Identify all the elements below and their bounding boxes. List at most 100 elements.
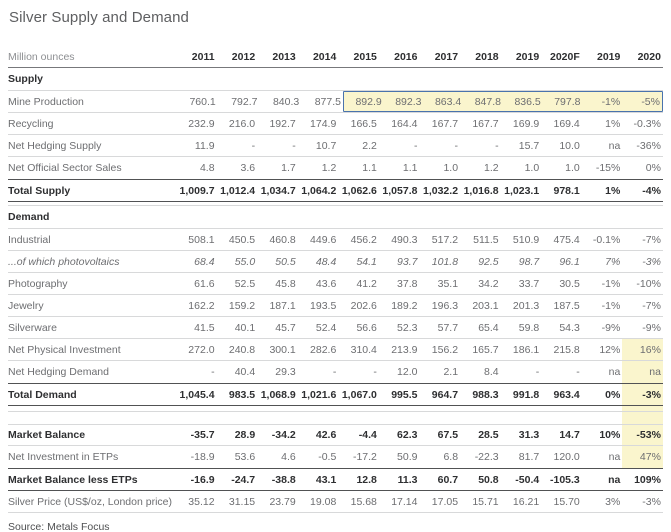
cell: 1.0 (443, 162, 459, 174)
cell: 167.7 (472, 117, 499, 130)
cell: 11.3 (397, 473, 418, 486)
section-row: Supply (8, 68, 663, 91)
cell: 101.8 (431, 255, 459, 268)
row-label: Net Official Sector Sales (8, 162, 122, 174)
cell: 50.9 (397, 451, 418, 463)
table-row: Industrial 508.1 450.5 460.8 449.6 456.2 490.3… (8, 229, 663, 251)
cell: 877.5 (314, 95, 341, 108)
cell: -1% (601, 299, 621, 312)
cell: 963.4 (553, 388, 580, 401)
table-row: Photography 61.6 52.5 45.8 43.6 41.2 37.8 35.1 3… (8, 273, 663, 295)
cell: - (332, 366, 337, 378)
column-header: 2018 (475, 50, 499, 63)
cell: -53% (622, 425, 663, 445)
cell: -1% (601, 95, 621, 108)
spacer-row (8, 406, 663, 412)
cell: 1% (605, 117, 621, 130)
row-label: Market Balance (8, 429, 86, 441)
cell: -16.9 (190, 473, 215, 486)
cell: -0.1% (592, 233, 621, 246)
cell: 1.2 (321, 162, 337, 174)
cell: 863.4 (434, 95, 462, 108)
section-row: Demand (8, 206, 663, 229)
source-note: Source: Metals Focus (8, 521, 110, 532)
row-label (8, 406, 176, 411)
cell (460, 412, 501, 424)
cell: 50.5 (275, 255, 296, 268)
cell: 892.9 (355, 95, 382, 108)
cell: 17.14 (391, 495, 418, 508)
cell: 892.3 (395, 95, 422, 108)
column-header: 2019 (597, 50, 621, 63)
cell: 65.4 (478, 321, 499, 334)
cell (338, 202, 379, 205)
cell: -50.4 (515, 473, 540, 486)
cell: -9% (642, 321, 661, 334)
cell: 1,012.4 (220, 184, 256, 197)
cell: 169.9 (512, 117, 540, 130)
cell: 40.4 (234, 366, 256, 378)
column-header: 2012 (231, 50, 256, 63)
cell: -24.7 (231, 473, 256, 486)
cell: 52.4 (315, 321, 337, 334)
table-row: Net Official Sector Sales 4.8 3.6 1.7 1.2 1.1… (8, 157, 663, 179)
supply-demand-table: Million ounces 2011 2012 2013 2014 2015 2016 20… (8, 46, 663, 513)
cell: 28.5 (478, 429, 499, 441)
cell (379, 412, 420, 424)
cell: 53.6 (234, 451, 256, 463)
column-header: 2016 (394, 50, 418, 63)
cell (379, 406, 420, 411)
row-label: Recycling (8, 117, 54, 130)
cell: 41.5 (194, 321, 215, 334)
cell: -36% (636, 139, 661, 152)
cell: -4.4 (358, 429, 377, 441)
cell: -7% (642, 233, 661, 246)
cell: -22.3 (474, 451, 499, 463)
cell (541, 202, 582, 205)
table-row: Total Supply 1,009.7 1,012.4 1,034.7 1,064.2… (8, 179, 663, 202)
cell: 43.1 (315, 473, 337, 486)
cell: 2.2 (362, 139, 377, 152)
cell: 61.6 (194, 277, 215, 290)
row-label: Silverware (8, 321, 58, 334)
row-label (8, 202, 176, 205)
cell (541, 412, 582, 424)
cell (501, 412, 542, 424)
cell: na (608, 451, 621, 463)
cell: 1,032.2 (423, 184, 459, 197)
cell (176, 202, 217, 205)
cell: 14.7 (559, 429, 580, 441)
row-label: Net Hedging Demand (8, 366, 109, 378)
cell: 1,009.7 (179, 184, 215, 197)
cell: 193.5 (310, 299, 337, 312)
cell (379, 202, 420, 205)
column-header: 2017 (434, 50, 459, 63)
column-header: 2019 (515, 50, 540, 63)
cell: 34.2 (478, 277, 499, 290)
cell: 6.8 (443, 451, 459, 463)
cell: - (454, 139, 459, 152)
cell: -5% (641, 95, 660, 108)
cell: 68.4 (194, 255, 215, 268)
cell: -3% (642, 495, 661, 508)
cell: 47% (622, 446, 663, 468)
cell: 1.1 (362, 162, 377, 174)
cell (501, 406, 542, 411)
cell: 37.8 (397, 277, 418, 290)
column-header: 2020 (637, 50, 661, 63)
unit-label: Million ounces (8, 50, 75, 63)
cell: 840.3 (272, 95, 300, 108)
cell: - (373, 366, 377, 378)
cell: 16.21 (512, 495, 540, 508)
column-header: 2020F (550, 50, 580, 63)
table-header-row: Million ounces 2011 2012 2013 2014 2015 2016 20… (8, 46, 663, 68)
cell: -0.3% (633, 117, 661, 130)
cell: 797.8 (554, 95, 581, 108)
cell (419, 202, 460, 205)
table-row: Net Investment in ETPs -18.9 53.6 4.6 -0.5 -1… (8, 446, 663, 468)
cell: 31.3 (518, 429, 540, 441)
cell: 166.5 (350, 117, 377, 130)
cell: - (535, 366, 540, 378)
cell (460, 406, 501, 411)
